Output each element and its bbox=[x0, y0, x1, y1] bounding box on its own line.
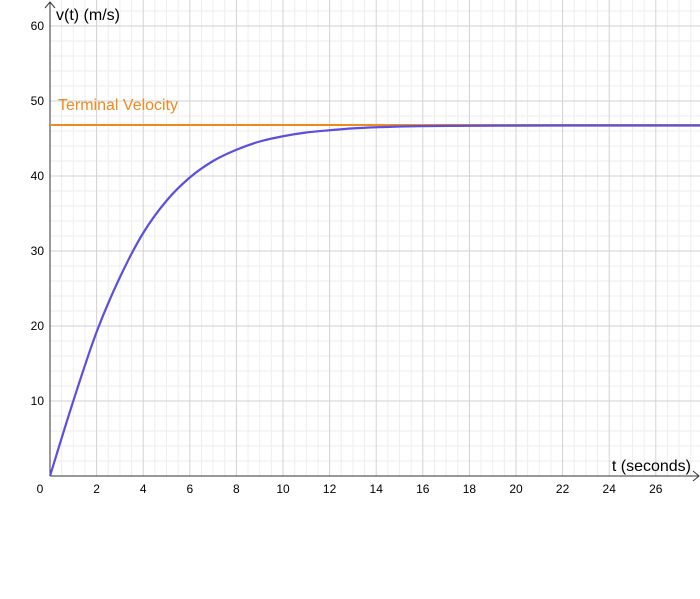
terminal-velocity-label: Terminal Velocity bbox=[58, 97, 178, 114]
x-tick-label: 4 bbox=[140, 482, 147, 496]
x-tick-label: 0 bbox=[37, 482, 44, 496]
y-tick-label: 50 bbox=[31, 94, 45, 108]
x-tick-label: 8 bbox=[233, 482, 240, 496]
y-axis-label: v(t) (m/s) bbox=[56, 7, 120, 24]
velocity-curve bbox=[48, 124, 700, 477]
x-tick-label: 22 bbox=[556, 482, 570, 496]
x-tick-label: 16 bbox=[416, 482, 430, 496]
y-tick-label: 20 bbox=[31, 319, 45, 333]
series-layer bbox=[48, 124, 700, 477]
x-tick-label: 10 bbox=[276, 482, 290, 496]
minor-grid bbox=[50, 0, 700, 476]
x-tick-label: 6 bbox=[186, 482, 193, 496]
y-tick-label: 30 bbox=[31, 244, 45, 258]
x-tick-label: 26 bbox=[649, 482, 663, 496]
x-tick-label: 24 bbox=[603, 482, 617, 496]
x-tick-label: 14 bbox=[370, 482, 384, 496]
major-grid bbox=[50, 0, 700, 476]
y-axis-arrow bbox=[44, 1, 56, 9]
x-tick-label: 2 bbox=[93, 482, 100, 496]
axes bbox=[44, 1, 700, 482]
y-tick-label: 10 bbox=[31, 394, 45, 408]
x-tick-label: 18 bbox=[463, 482, 477, 496]
y-tick-label: 60 bbox=[31, 19, 45, 33]
x-tick-label: 12 bbox=[323, 482, 337, 496]
y-tick-label: 40 bbox=[31, 169, 45, 183]
x-tick-label: 20 bbox=[509, 482, 523, 496]
x-axis-arrow bbox=[692, 470, 700, 482]
x-axis-label: t (seconds) bbox=[612, 458, 691, 475]
